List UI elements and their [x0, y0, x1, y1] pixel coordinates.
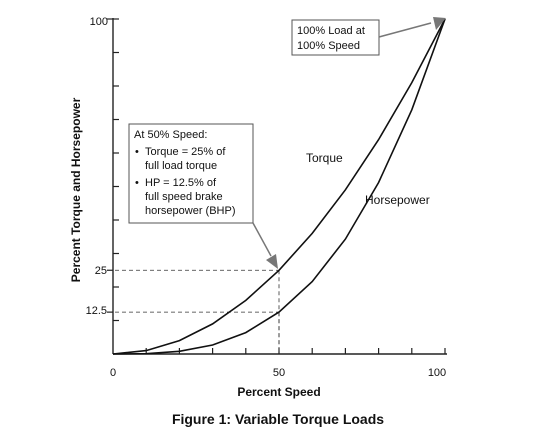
- annotation-torque-line-2: full load torque: [145, 160, 217, 172]
- annotation-torque-line-1: Torque = 25% of: [145, 146, 226, 158]
- annotation-hp-line-3: horsepower (BHP): [145, 205, 235, 217]
- x-tick-label-100: 100: [428, 367, 446, 379]
- annotation-half-speed: At 50% Speed: • Torque = 25% of full loa…: [128, 123, 278, 269]
- x-axis-title: Percent Speed: [237, 385, 320, 399]
- annotation-full-load-line-1: 100% Load at: [297, 25, 365, 37]
- y-tick-label-12-5: 12.5: [86, 305, 107, 317]
- series-label-horsepower: Horsepower: [365, 193, 430, 207]
- annotation-hp-line-2: full speed brake: [145, 191, 223, 203]
- horsepower-curve: [112, 18, 446, 355]
- y-minor-ticks: [107, 18, 119, 322]
- y-tick-label-25: 25: [95, 265, 107, 277]
- figure-caption: Figure 1: Variable Torque Loads: [172, 411, 384, 427]
- annotation-hp-line-1: HP = 12.5% of: [145, 177, 217, 189]
- bullet-marker-hp: •: [135, 177, 139, 189]
- y-axis-title: Percent Torque and Horsepower: [69, 97, 83, 282]
- reference-lines: [107, 269, 280, 354]
- x-tick-label-50: 50: [273, 367, 285, 379]
- torque-curve: [112, 18, 446, 355]
- y-tick-label-100: 100: [90, 16, 108, 28]
- series-label-torque: Torque: [306, 151, 343, 165]
- bullet-marker-torque: •: [135, 146, 139, 158]
- annotation-full-load-line-2: 100% Speed: [297, 40, 360, 52]
- x-tick-label-0: 0: [110, 367, 116, 379]
- annotation-full-load: 100% Load at 100% Speed: [291, 17, 446, 56]
- annotation-half-speed-heading: At 50% Speed:: [134, 129, 207, 141]
